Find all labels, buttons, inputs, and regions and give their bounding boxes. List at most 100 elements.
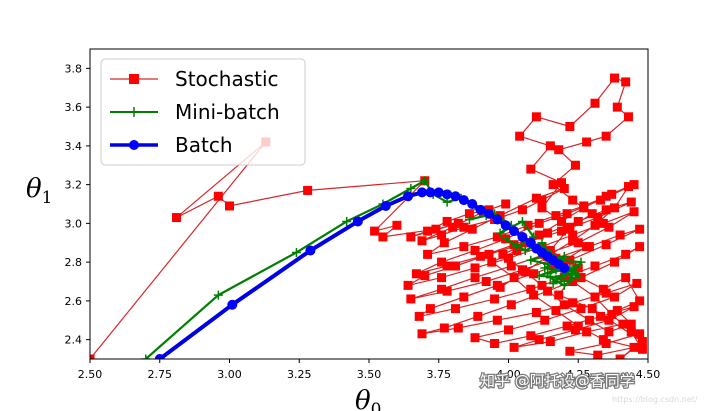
- data-point-stochastic: [551, 306, 561, 316]
- data-point-stochastic: [551, 211, 561, 221]
- data-point-stochastic: [559, 184, 569, 193]
- data-point-stochastic: [403, 280, 413, 290]
- data-point-stochastic: [529, 269, 539, 279]
- data-point-stochastic: [629, 207, 639, 217]
- data-point-stochastic: [601, 131, 611, 141]
- data-point-stochastic: [392, 220, 402, 230]
- data-point-stochastic: [610, 203, 620, 213]
- data-point-stochastic: [406, 294, 416, 304]
- data-point-minibatch: [551, 275, 561, 285]
- y-tick-label: 2.4: [65, 334, 83, 347]
- data-point-minibatch: [420, 176, 430, 186]
- data-point-batch: [450, 191, 461, 202]
- data-point-stochastic: [554, 145, 564, 155]
- data-point-minibatch: [576, 257, 586, 267]
- data-point-stochastic: [598, 335, 608, 345]
- data-point-stochastic: [501, 199, 511, 209]
- data-point-minibatch: [520, 246, 530, 255]
- data-point-batch: [154, 354, 165, 359]
- data-point-stochastic: [562, 321, 572, 331]
- data-point-batch: [227, 299, 238, 310]
- data-point-stochastic: [509, 342, 519, 352]
- data-point-stochastic: [453, 218, 463, 228]
- y-tick-label: 2.6: [65, 295, 83, 308]
- data-point-batch: [559, 262, 570, 273]
- data-point-stochastic: [537, 280, 547, 290]
- data-point-stochastic: [423, 226, 433, 236]
- data-point-stochastic: [570, 160, 580, 170]
- data-point-stochastic: [498, 249, 508, 259]
- data-point-minibatch: [559, 280, 569, 290]
- x-axis: 2.50 2.75 3.00 3.25 3.50 3.75 4.00 4.25 4.50: [78, 359, 661, 381]
- data-point-stochastic: [615, 354, 625, 359]
- data-point-stochastic: [573, 263, 583, 273]
- data-point-stochastic: [531, 308, 541, 317]
- data-point-minibatch: [501, 234, 511, 244]
- data-point-stochastic: [411, 269, 421, 279]
- data-point-stochastic: [610, 73, 620, 83]
- data-point-stochastic: [534, 230, 544, 240]
- data-point-stochastic: [439, 323, 449, 333]
- data-point-minibatch: [517, 216, 527, 226]
- data-point-stochastic: [568, 298, 578, 308]
- data-point-stochastic: [545, 337, 555, 347]
- data-point-stochastic: [590, 98, 600, 108]
- data-point-stochastic: [568, 195, 578, 205]
- data-point-minibatch: [406, 184, 416, 193]
- data-point-stochastic: [470, 246, 480, 255]
- data-point-stochastic: [431, 224, 441, 234]
- data-point-stochastic: [635, 296, 645, 306]
- data-point-stochastic: [540, 315, 550, 325]
- data-point-stochastic: [568, 236, 578, 246]
- data-point-stochastic: [213, 191, 223, 201]
- data-point-stochastic: [637, 344, 647, 354]
- data-point-stochastic: [517, 205, 527, 215]
- data-point-stochastic: [576, 273, 586, 283]
- x-tick-label: 4.50: [636, 368, 661, 381]
- data-point-stochastic: [537, 195, 547, 205]
- data-point-batch: [380, 200, 391, 211]
- data-point-stochastic: [531, 112, 541, 122]
- data-point-stochastic: [515, 131, 525, 141]
- data-point-batch: [492, 214, 503, 225]
- data-point-stochastic: [604, 222, 614, 232]
- legend-label-batch: Batch: [175, 133, 233, 157]
- data-point-stochastic: [582, 137, 592, 147]
- data-point-stochastic: [576, 304, 586, 314]
- data-point-stochastic: [629, 180, 639, 190]
- data-point-stochastic: [596, 311, 606, 321]
- data-point-stochastic: [582, 242, 592, 252]
- data-point-stochastic: [635, 224, 645, 234]
- data-point-batch: [417, 187, 428, 198]
- data-point-stochastic: [629, 342, 639, 352]
- data-point-stochastic: [590, 292, 600, 302]
- y-axis-label: θ1: [26, 174, 52, 208]
- data-point-minibatch: [570, 267, 580, 277]
- data-point-stochastic: [612, 102, 622, 112]
- data-point-batch: [475, 204, 486, 215]
- data-point-minibatch: [291, 247, 301, 257]
- data-point-stochastic: [601, 240, 611, 250]
- data-point-stochastic: [607, 309, 617, 319]
- data-point-stochastic: [573, 321, 583, 331]
- x-tick-label: 3.75: [427, 368, 452, 381]
- data-point-stochastic: [610, 292, 620, 302]
- data-point-stochastic: [370, 226, 380, 236]
- data-point-stochastic: [573, 238, 583, 248]
- data-point-stochastic: [495, 282, 505, 292]
- data-point-stochastic: [526, 331, 536, 341]
- x-tick-label: 4.25: [566, 368, 591, 381]
- data-point-stochastic: [509, 273, 519, 283]
- data-point-stochastic: [437, 230, 447, 240]
- data-point-batch: [352, 216, 363, 227]
- data-point-stochastic: [492, 315, 502, 325]
- data-point-stochastic: [565, 346, 575, 356]
- data-point-stochastic: [593, 350, 603, 359]
- data-point-stochastic: [484, 249, 494, 259]
- data-point-stochastic: [448, 222, 458, 232]
- data-point-batch: [433, 187, 444, 198]
- data-point-stochastic: [568, 277, 578, 286]
- data-point-stochastic: [450, 304, 460, 314]
- data-point-stochastic: [635, 329, 645, 339]
- data-point-stochastic: [565, 122, 575, 131]
